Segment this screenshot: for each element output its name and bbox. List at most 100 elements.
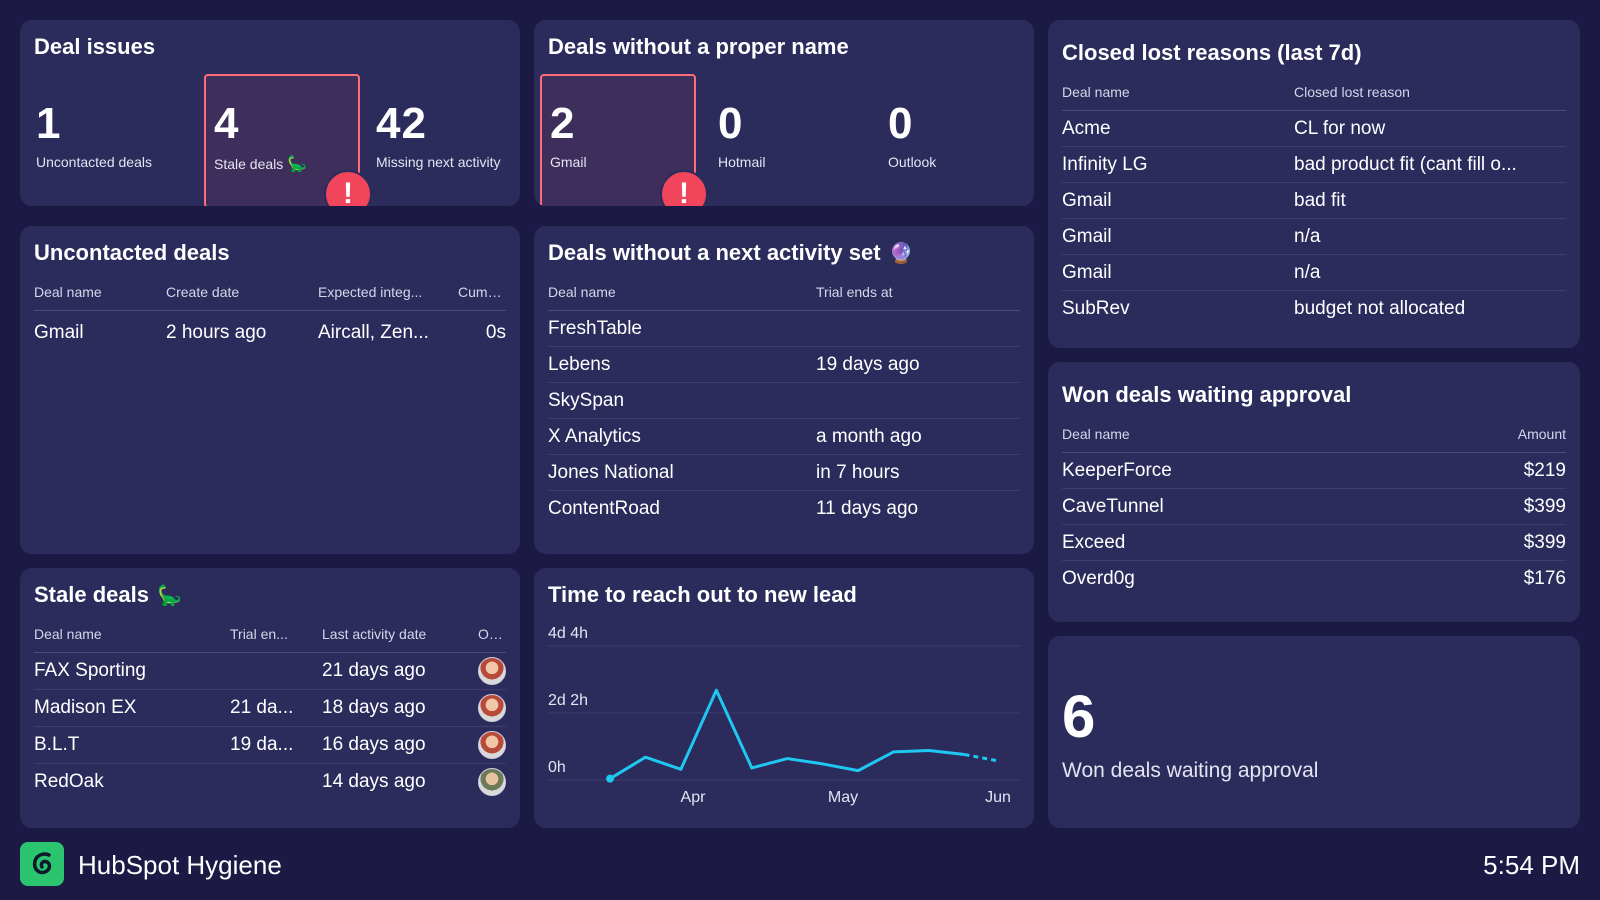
table-row[interactable]: RedOak 14 days ago — [34, 764, 506, 801]
deal-name: Gmail — [1062, 182, 1294, 219]
table-row[interactable]: Gmail bad fit — [1062, 182, 1566, 219]
kpi-gmail[interactable]: 2 Gmail ! — [540, 74, 708, 206]
deal-name: Jones National — [548, 454, 816, 491]
last-activity-date: 18 days ago — [322, 689, 478, 727]
kpi-label: Hotmail — [718, 154, 766, 170]
avatar[interactable] — [478, 768, 506, 797]
column-header[interactable]: Last activity date — [322, 620, 478, 653]
deal-name: Gmail — [34, 321, 84, 343]
kpi-label: Outlook — [888, 154, 937, 170]
improper-names-title: Deals without a proper name — [548, 34, 849, 59]
x-tick-label: Apr — [681, 789, 707, 806]
kpi-value: 0 — [718, 99, 744, 148]
kpi-hotmail[interactable]: 0 Hotmail — [716, 74, 872, 206]
deal-name: KeeperForce — [1062, 452, 1446, 489]
deal-name: Infinity LG — [1062, 146, 1294, 183]
deal-issues-title: Deal issues — [34, 34, 156, 59]
table-row[interactable]: X Analytics a month ago — [548, 418, 1020, 455]
table-row[interactable]: ContentRoad 11 days ago — [548, 491, 1020, 527]
y-tick-label: 2d 2h — [548, 692, 588, 709]
table-row[interactable]: CaveTunnel $399 — [1062, 488, 1566, 525]
owner-cell — [478, 764, 506, 801]
closed-lost-reason: budget not allocated — [1294, 297, 1466, 319]
table-row[interactable]: Acme CL for now — [1062, 110, 1566, 147]
trial-ends-at: 11 days ago — [816, 497, 919, 519]
dinosaur-icon: 🦕 — [156, 584, 182, 607]
owner-cell — [478, 689, 506, 727]
kpi-label: Missing next activity — [376, 154, 501, 170]
kpi-value: 0 — [888, 99, 914, 148]
kpi-missing-next-activity[interactable]: 42 Missing next activity — [374, 74, 520, 206]
column-header[interactable]: Closed lost reason — [1294, 78, 1566, 111]
avatar[interactable] — [478, 731, 506, 759]
kpi-value: 2 — [550, 99, 576, 148]
column-header[interactable]: Deal name — [1062, 78, 1294, 111]
table-row[interactable]: Gmail n/a — [1062, 254, 1566, 291]
column-header[interactable]: Deal name — [548, 278, 816, 311]
deal-issues-kpis: 1 Uncontacted deals 4 Stale deals 🦕 ! 42 … — [34, 74, 506, 206]
table-row[interactable]: Overd0g $176 — [1062, 561, 1566, 597]
deal-name: X Analytics — [548, 418, 816, 455]
deal-name: Madison EX — [34, 689, 230, 727]
table-row[interactable]: KeeperForce $219 — [1062, 452, 1566, 489]
column-header[interactable]: Deal name — [1062, 420, 1446, 453]
closed-lost-reason: CL for now — [1294, 110, 1566, 147]
won-count-label: Won deals waiting approval — [1062, 759, 1319, 782]
column-header[interactable]: Trial ends at — [816, 278, 1020, 311]
table-row[interactable]: Lebens 19 days ago — [548, 346, 1020, 383]
logo-mark-icon — [32, 852, 52, 875]
table-row[interactable]: FAX Sporting 21 days ago — [34, 652, 506, 690]
trial-ends-at — [816, 382, 1020, 419]
time-to-reach-chart: 4d 4h 2d 2h 0h Apr May Jun — [548, 625, 1020, 806]
deal-name: Overd0g — [1062, 567, 1135, 589]
closed-lost-reason: bad fit — [1294, 182, 1566, 219]
table-row[interactable]: SkySpan — [548, 382, 1020, 419]
avatar[interactable] — [478, 657, 506, 685]
series-start-point[interactable] — [606, 774, 614, 783]
time-to-reach-card: Time to reach out to new lead 4d 4h 2d 2h… — [534, 568, 1034, 828]
trial-ends: 21 da... — [230, 689, 322, 727]
trial-ends-at: 19 days ago — [816, 346, 1020, 383]
hubspot-hygiene-logo-icon — [20, 842, 64, 886]
deal-name: ContentRoad — [548, 497, 660, 519]
kpi-stale[interactable]: 4 Stale deals 🦕 ! — [204, 74, 372, 206]
closed-lost-reason: n/a — [1294, 254, 1566, 291]
trial-ends-at — [816, 310, 1020, 347]
table-row[interactable]: Gmail n/a — [1062, 218, 1566, 255]
table-row[interactable]: Infinity LG bad product fit (cant fill o.… — [1062, 146, 1566, 183]
closed-lost-card: Closed lost reasons (last 7d) Deal name … — [1048, 20, 1580, 348]
kpi-outlook[interactable]: 0 Outlook — [886, 74, 1034, 206]
deal-name: FAX Sporting — [34, 652, 230, 690]
last-activity-date: 21 days ago — [322, 652, 478, 690]
kpi-uncontacted[interactable]: 1 Uncontacted deals — [34, 74, 190, 206]
trial-ends — [230, 652, 322, 690]
column-header[interactable]: Amount — [1446, 420, 1566, 453]
table-row[interactable]: B.L.T 19 da... 16 days ago — [34, 726, 506, 764]
column-header[interactable]: Deal name — [34, 620, 230, 653]
column-header[interactable]: Deal name — [34, 278, 166, 311]
column-header[interactable]: Trial en... — [230, 620, 322, 653]
closed-lost-reason: bad product fit (cant fill o... — [1294, 146, 1566, 183]
column-header[interactable]: Expected integ... — [318, 278, 458, 311]
uncontacted-title: Uncontacted deals — [34, 240, 230, 265]
trial-ends — [230, 764, 322, 801]
table-row[interactable]: Gmail 2 hours ago Aircall, Zen... 0s — [34, 311, 506, 355]
stale-card: Stale deals 🦕 Deal name Trial en... Last … — [20, 568, 520, 828]
deal-name: Acme — [1062, 110, 1294, 147]
table-row[interactable]: Exceed $399 — [1062, 524, 1566, 561]
last-activity-date: 16 days ago — [322, 726, 478, 764]
column-header[interactable]: Create date — [166, 278, 318, 311]
avatar[interactable] — [478, 694, 506, 722]
cumulative-time: 0s — [485, 321, 506, 343]
improper-names-kpis: 2 Gmail ! 0 Hotmail 0 Outlook — [540, 74, 1020, 206]
stale-title: Stale deals 🦕 — [34, 582, 182, 607]
owner-cell — [478, 726, 506, 764]
column-header[interactable]: Cumul... — [458, 278, 506, 311]
table-row[interactable]: FreshTable — [548, 310, 1020, 347]
table-row[interactable]: SubRev budget not allocated — [1062, 291, 1566, 327]
table-row[interactable]: Madison EX 21 da... 18 days ago — [34, 689, 506, 727]
amount: $399 — [1446, 488, 1566, 525]
alert-icon: ! — [324, 170, 372, 206]
table-row[interactable]: Jones National in 7 hours — [548, 454, 1020, 491]
column-header[interactable]: Ow... — [478, 620, 506, 653]
